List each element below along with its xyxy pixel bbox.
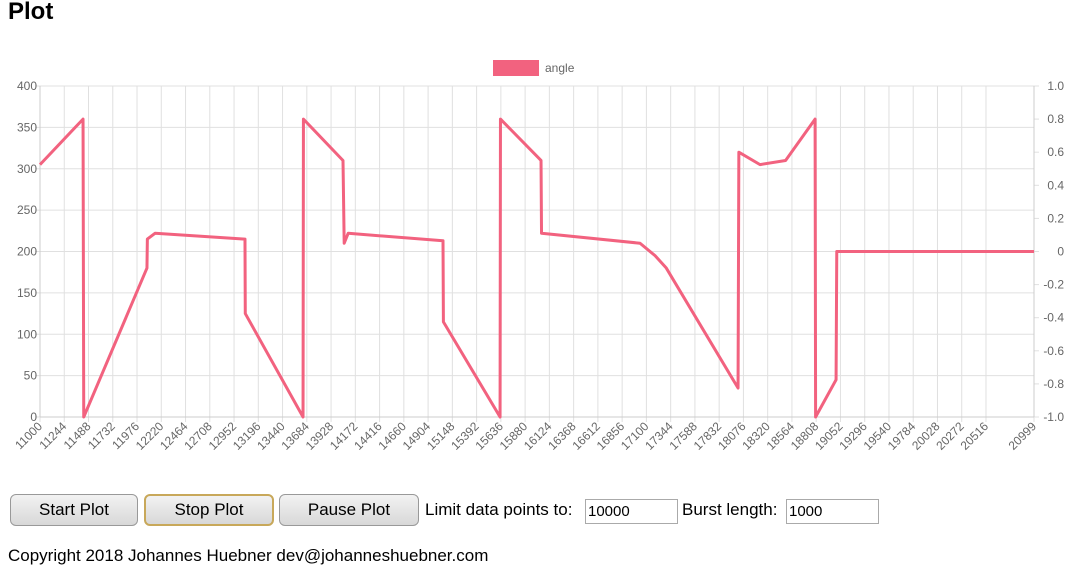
y2-tick-label: 0: [1057, 245, 1064, 259]
x-tick-label: 20999: [1006, 419, 1040, 453]
y2-tick-label: -0.4: [1043, 311, 1064, 325]
legend-swatch: [493, 60, 539, 76]
stop-button[interactable]: Stop Plot: [144, 494, 274, 526]
y2-tick-label: 0.8: [1047, 112, 1064, 126]
start-button[interactable]: Start Plot: [10, 494, 138, 526]
y2-tick-label: 0.2: [1047, 211, 1064, 225]
legend-label: angle: [545, 61, 575, 75]
y2-tick-label: 0.4: [1047, 178, 1064, 192]
y2-tick-label: -0.6: [1043, 344, 1064, 358]
y-tick-label: 300: [17, 162, 37, 176]
y-tick-label: 350: [17, 120, 37, 134]
data-line: [38, 117, 1034, 419]
y-tick-label: 250: [17, 203, 37, 217]
y-tick-label: 0: [30, 410, 37, 424]
burst-input[interactable]: 1000: [786, 499, 879, 524]
y-tick-label: 400: [17, 79, 37, 93]
y-tick-label: 150: [17, 286, 37, 300]
x-tick-label: 20516: [958, 419, 992, 453]
limit-label: Limit data points to:: [425, 500, 573, 519]
y-tick-label: 100: [17, 327, 37, 341]
limit-input[interactable]: 10000: [585, 499, 678, 524]
y2-tick-label: -0.8: [1043, 377, 1064, 391]
y-tick-label: 200: [17, 245, 37, 259]
y2-tick-label: -0.2: [1043, 278, 1064, 292]
y2-tick-label: -1.0: [1043, 410, 1064, 424]
y2-tick-label: 0.6: [1047, 145, 1064, 159]
y2-tick-label: 1.0: [1047, 79, 1064, 93]
y-tick-label: 50: [24, 369, 38, 383]
footer: Copyright 2018 Johannes Huebner dev@joha…: [8, 546, 489, 565]
pause-button[interactable]: Pause Plot: [279, 494, 419, 526]
burst-label: Burst length:: [682, 500, 778, 519]
chart: 0 50 100 150 200 250 300 350 400 -1.0 -0.8 -0.6 -0.4…: [12, 60, 1064, 453]
page-title: Plot: [8, 0, 54, 25]
